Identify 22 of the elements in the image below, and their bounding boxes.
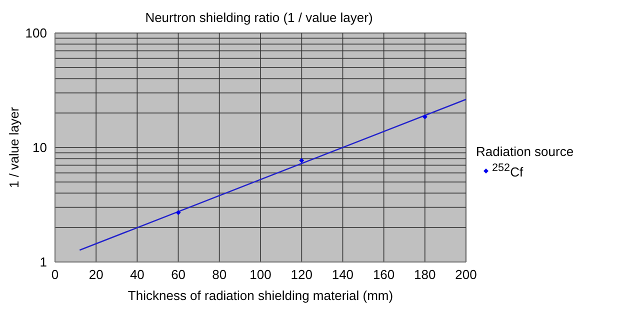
chart-title: Neurtron shielding ratio (1 / value layer) [144,10,374,25]
y-tick-label: 1 [40,254,47,270]
x-tick-label: 180 [414,267,436,282]
legend-title: Radiation source [476,144,575,160]
x-tick-label: 60 [171,267,186,282]
y-tick-label: 100 [25,26,47,41]
point [422,114,428,120]
x-tick-label: 20 [88,267,104,282]
y-axis-title: 1 / value layer [6,106,22,188]
y-tick-label: 10 [32,140,47,156]
x-tick-label: 140 [332,267,354,282]
x-tick-label: 100 [250,267,272,282]
x-tick-label: 40 [130,267,144,282]
x-tick-label: 200 [455,267,477,282]
x-tick-label: 160 [372,267,395,282]
x-tick-label: 120 [290,267,312,282]
x-tick-label: 0 [51,267,59,282]
x-axis-title: Thickness of radiation shielding material (mm) [128,288,394,303]
x-tick-label: 80 [212,267,227,282]
point [176,210,181,216]
legend-label: $^{252}$Cf [492,162,524,180]
point [299,158,304,163]
